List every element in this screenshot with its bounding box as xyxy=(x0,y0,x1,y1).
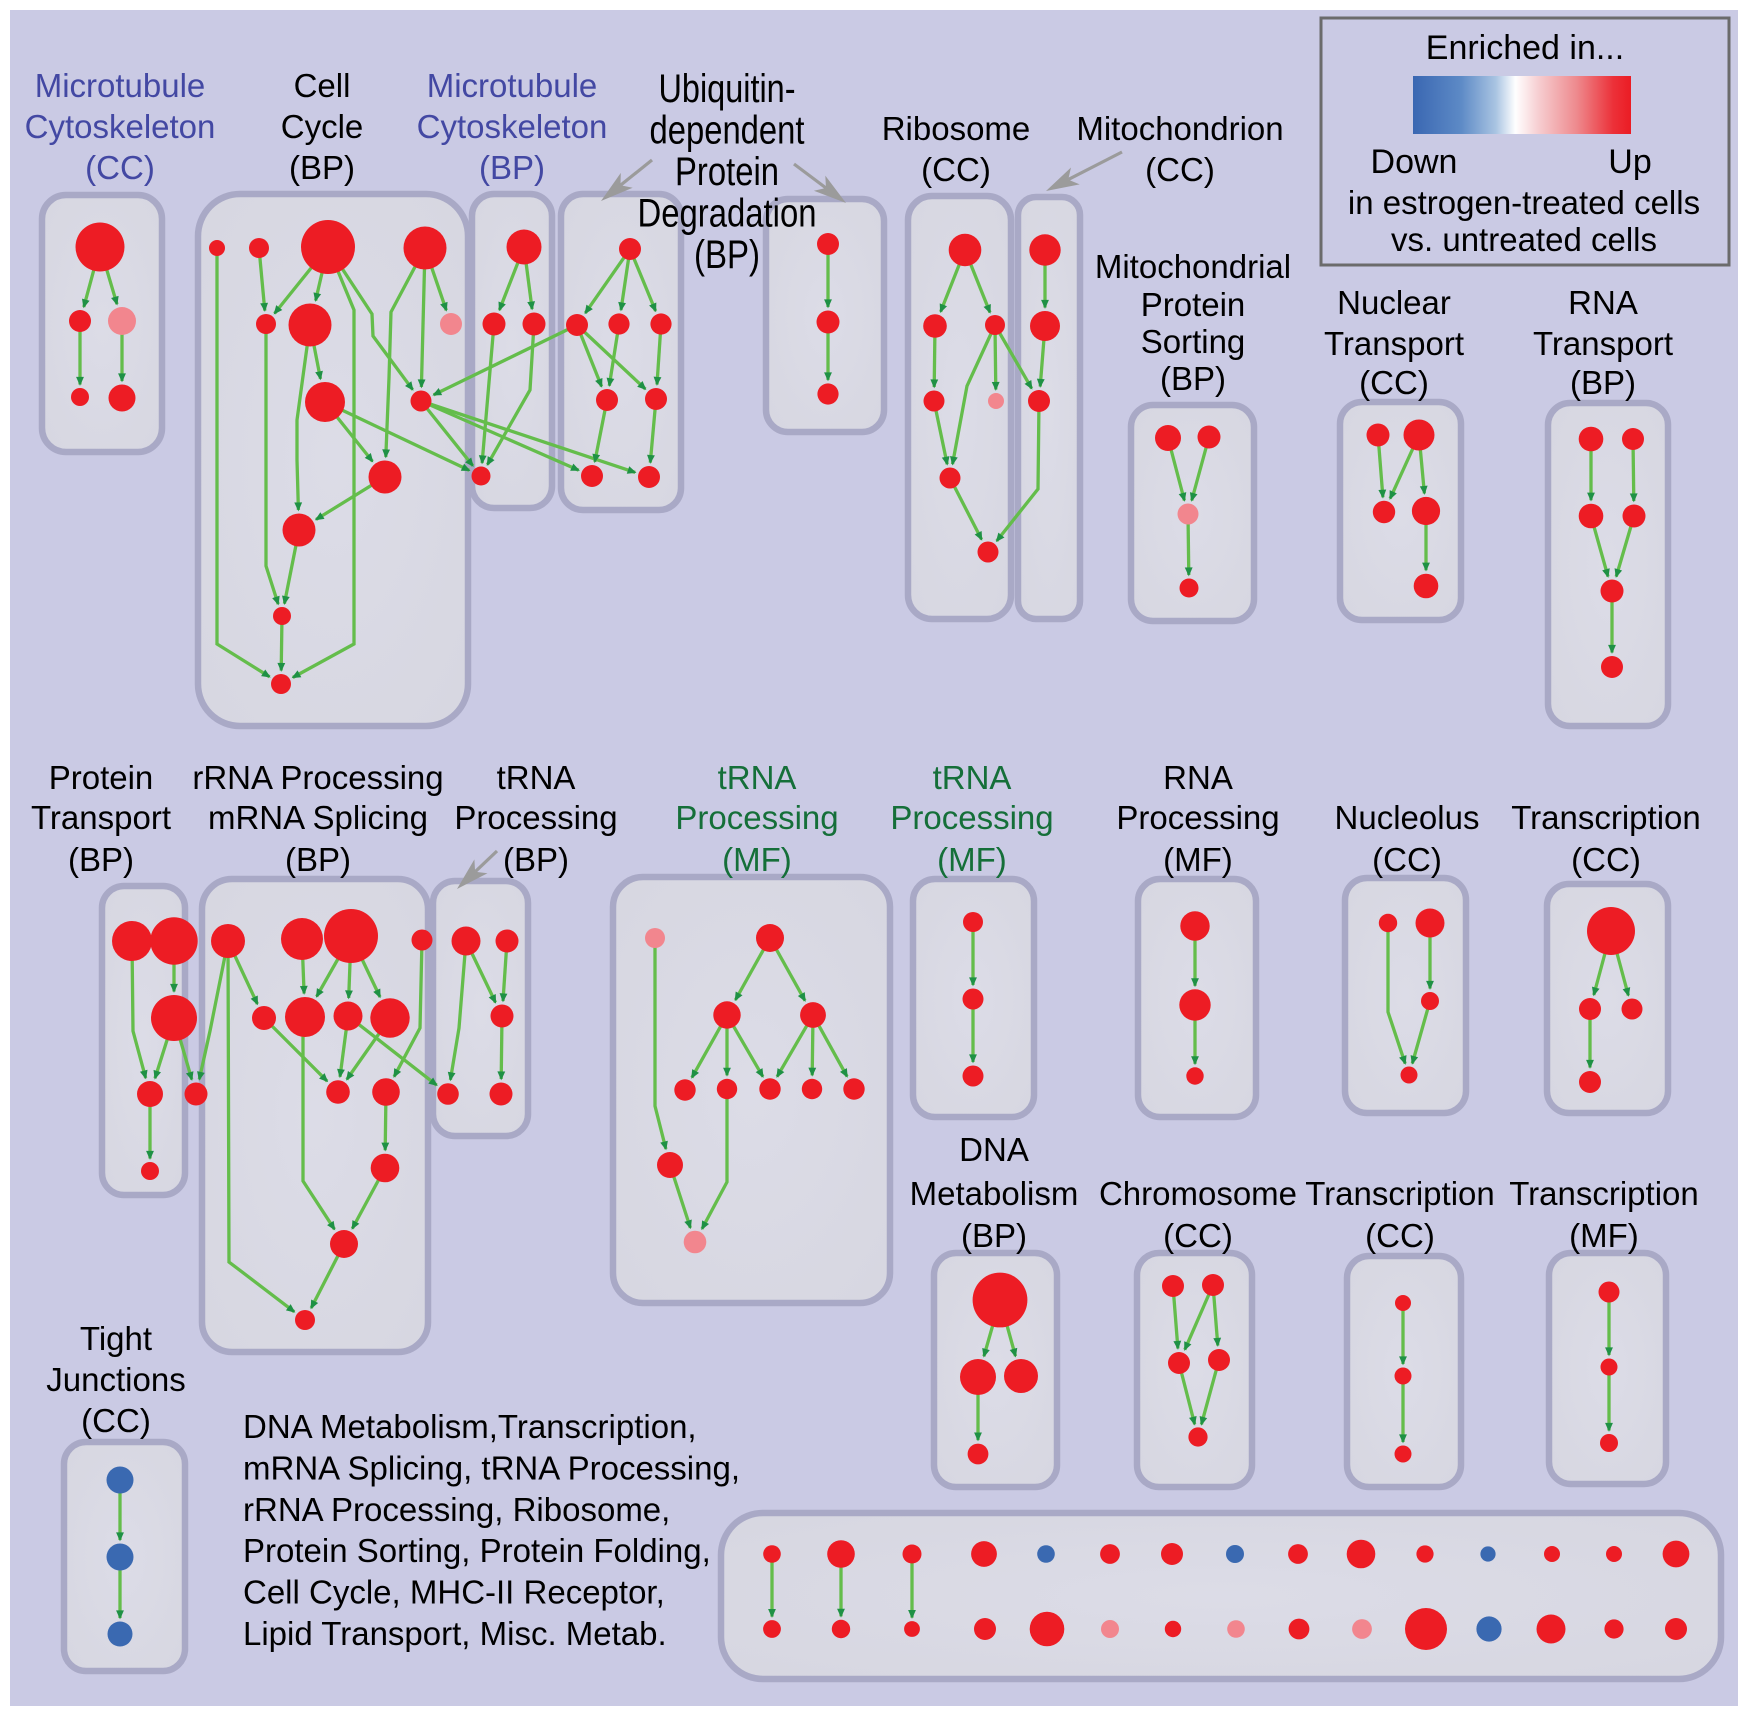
svg-text:(CC): (CC) xyxy=(1372,841,1442,878)
svg-text:rRNA Processing, Ribosome,: rRNA Processing, Ribosome, xyxy=(243,1491,670,1528)
svg-text:Protein: Protein xyxy=(1141,286,1246,323)
svg-text:Cell: Cell xyxy=(294,67,351,104)
svg-text:Transcription: Transcription xyxy=(1511,799,1701,836)
svg-text:(BP): (BP) xyxy=(68,841,134,878)
svg-text:tRNA: tRNA xyxy=(718,759,797,796)
svg-text:Mitochondrial: Mitochondrial xyxy=(1095,248,1291,285)
svg-text:(BP): (BP) xyxy=(1160,360,1226,397)
svg-text:(MF): (MF) xyxy=(1163,841,1233,878)
svg-text:Transport: Transport xyxy=(1324,325,1464,362)
svg-text:Nucleolus: Nucleolus xyxy=(1335,799,1480,836)
svg-text:(BP): (BP) xyxy=(961,1217,1027,1254)
svg-text:Enriched in...: Enriched in... xyxy=(1426,29,1624,67)
svg-text:Sorting: Sorting xyxy=(1141,323,1246,360)
svg-text:(CC): (CC) xyxy=(1365,1217,1435,1254)
svg-text:Cytoskeleton: Cytoskeleton xyxy=(25,108,216,145)
svg-text:Processing: Processing xyxy=(454,799,617,836)
svg-text:tRNA: tRNA xyxy=(933,759,1012,796)
svg-text:(CC): (CC) xyxy=(81,1402,151,1439)
svg-text:Cytoskeleton: Cytoskeleton xyxy=(417,108,608,145)
svg-text:in estrogen-treated cells: in estrogen-treated cells xyxy=(1348,184,1700,221)
svg-text:(MF): (MF) xyxy=(1569,1217,1639,1254)
svg-text:mRNA Splicing: mRNA Splicing xyxy=(208,799,428,836)
svg-text:Transcription: Transcription xyxy=(1305,1175,1495,1212)
svg-text:(BP): (BP) xyxy=(1570,364,1636,401)
svg-text:(CC): (CC) xyxy=(1359,364,1429,401)
svg-text:Cell Cycle, MHC-II Receptor,: Cell Cycle, MHC-II Receptor, xyxy=(243,1574,665,1611)
svg-text:RNA: RNA xyxy=(1163,759,1233,796)
svg-text:(MF): (MF) xyxy=(937,841,1007,878)
svg-text:tRNA: tRNA xyxy=(497,759,576,796)
svg-text:Tight: Tight xyxy=(80,1320,152,1357)
svg-text:Metabolism: Metabolism xyxy=(910,1175,1079,1212)
svg-text:DNA Metabolism,Transcription,: DNA Metabolism,Transcription, xyxy=(243,1408,697,1445)
svg-text:(CC): (CC) xyxy=(1145,151,1215,188)
svg-text:RNA: RNA xyxy=(1568,284,1638,321)
svg-text:DNA: DNA xyxy=(959,1131,1029,1168)
svg-text:Up: Up xyxy=(1608,143,1651,181)
svg-text:Cycle: Cycle xyxy=(281,108,364,145)
svg-text:Transport: Transport xyxy=(1533,325,1673,362)
svg-text:(CC): (CC) xyxy=(85,149,155,186)
svg-text:Lipid Transport, Misc. Metab.: Lipid Transport, Misc. Metab. xyxy=(243,1615,667,1652)
svg-text:Processing: Processing xyxy=(890,799,1053,836)
svg-text:Transcription: Transcription xyxy=(1509,1175,1699,1212)
svg-text:mRNA Splicing, tRNA Processing: mRNA Splicing, tRNA Processing, xyxy=(243,1449,740,1486)
svg-text:rRNA Processing: rRNA Processing xyxy=(192,759,443,796)
svg-text:Mitochondrion: Mitochondrion xyxy=(1076,110,1283,147)
svg-text:vs. untreated cells: vs. untreated cells xyxy=(1391,221,1657,258)
svg-text:(BP): (BP) xyxy=(694,233,760,277)
svg-text:Chromosome: Chromosome xyxy=(1099,1175,1297,1212)
svg-text:(CC): (CC) xyxy=(1571,841,1641,878)
svg-text:Processing: Processing xyxy=(1116,799,1279,836)
svg-text:Down: Down xyxy=(1371,143,1458,181)
svg-text:Microtubule: Microtubule xyxy=(427,67,598,104)
svg-text:Protein: Protein xyxy=(49,759,154,796)
svg-text:Protein Sorting, Protein Foldi: Protein Sorting, Protein Folding, xyxy=(243,1532,711,1569)
svg-text:Degradation: Degradation xyxy=(638,192,817,236)
svg-text:dependent: dependent xyxy=(650,109,805,153)
svg-text:Transport: Transport xyxy=(31,799,171,836)
svg-text:(CC): (CC) xyxy=(1163,1217,1233,1254)
svg-text:Protein: Protein xyxy=(675,150,779,194)
svg-text:Nuclear: Nuclear xyxy=(1337,284,1451,321)
svg-text:Ubiquitin-: Ubiquitin- xyxy=(659,67,796,111)
svg-text:Junctions: Junctions xyxy=(46,1361,185,1398)
svg-text:(BP): (BP) xyxy=(285,841,351,878)
svg-text:(CC): (CC) xyxy=(921,151,991,188)
svg-text:Ribosome: Ribosome xyxy=(882,110,1031,147)
svg-text:(BP): (BP) xyxy=(479,149,545,186)
svg-text:(MF): (MF) xyxy=(722,841,792,878)
svg-text:(BP): (BP) xyxy=(503,841,569,878)
svg-text:Microtubule: Microtubule xyxy=(35,67,206,104)
svg-text:(BP): (BP) xyxy=(289,149,355,186)
svg-text:Processing: Processing xyxy=(675,799,838,836)
